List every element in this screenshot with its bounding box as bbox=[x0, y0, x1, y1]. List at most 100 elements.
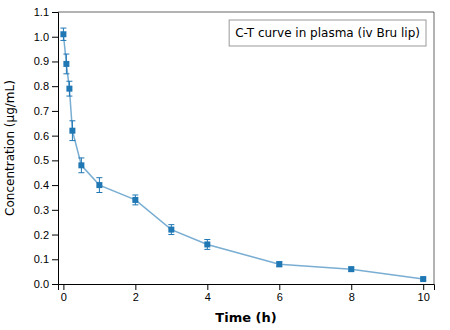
point-marker bbox=[63, 61, 69, 67]
y-tick-mark bbox=[52, 185, 58, 186]
chart: 0 2 4 6 8 10 0.0 0.1 0.2 0.3 0.4 0.5 0.6 0.7 0.8 0.9 1.0… bbox=[0, 0, 450, 330]
point-marker bbox=[204, 241, 210, 247]
y-tick-mark bbox=[52, 210, 58, 211]
x-tick: 4 bbox=[205, 284, 211, 303]
y-tick-label: 0.9 bbox=[34, 55, 49, 67]
y-tick-mark bbox=[52, 12, 58, 13]
x-tick: 10 bbox=[418, 284, 430, 303]
error-bar-cap bbox=[132, 204, 138, 205]
y-tick: 0.9 bbox=[34, 55, 58, 67]
error-bar-cap bbox=[204, 249, 210, 250]
y-tick-mark bbox=[52, 259, 58, 260]
point-marker bbox=[420, 276, 426, 282]
legend: C-T curve in plasma (iv Bru lip) bbox=[229, 20, 426, 46]
y-tick: 0.4 bbox=[34, 179, 58, 191]
x-axis: 0 2 4 6 8 10 bbox=[59, 284, 435, 303]
data bbox=[60, 28, 426, 282]
y-tick-mark bbox=[52, 37, 58, 38]
y-tick-label: 1.0 bbox=[34, 31, 49, 43]
frame-top bbox=[58, 12, 434, 13]
point-marker bbox=[132, 197, 138, 203]
y-tick-mark bbox=[52, 136, 58, 137]
y-tick-mark bbox=[52, 235, 58, 236]
error-bar-cap bbox=[66, 81, 72, 82]
x-tick-label: 2 bbox=[133, 291, 139, 303]
x-tick-label: 4 bbox=[205, 291, 211, 303]
error-bar bbox=[168, 225, 174, 235]
point-marker bbox=[78, 162, 84, 168]
y-axis-title: Concentration (μg/mL) bbox=[3, 80, 17, 216]
x-tick-mark bbox=[279, 284, 280, 290]
series-line bbox=[63, 34, 423, 279]
x-tick-mark bbox=[423, 284, 424, 290]
error-bar bbox=[63, 54, 69, 74]
y-tick-mark bbox=[52, 111, 58, 112]
y-tick-label: 0.7 bbox=[34, 105, 49, 117]
error-bar bbox=[78, 158, 84, 173]
y-tick: 0.2 bbox=[34, 229, 58, 241]
y-tick: 0.1 bbox=[34, 253, 58, 265]
x-tick-label: 6 bbox=[277, 291, 283, 303]
x-tick-mark bbox=[351, 284, 352, 290]
y-tick: 0.3 bbox=[34, 204, 58, 216]
error-bar bbox=[132, 195, 138, 205]
y-tick-label: 0.5 bbox=[34, 154, 49, 166]
error-bar-cap bbox=[78, 172, 84, 173]
y-tick-label: 0.2 bbox=[34, 229, 49, 241]
y-tick: 0.8 bbox=[34, 80, 58, 92]
x-tick: 6 bbox=[277, 284, 283, 303]
error-bar bbox=[60, 28, 66, 40]
error-bar-cap bbox=[168, 224, 174, 225]
legend-entry: C-T curve in plasma (iv Bru lip) bbox=[235, 26, 420, 40]
point-marker bbox=[60, 31, 66, 37]
error-bar bbox=[96, 178, 102, 193]
y-tick-label: 0.4 bbox=[34, 179, 49, 191]
error-bar-cap bbox=[78, 157, 84, 158]
y-tick-label: 0.0 bbox=[34, 278, 49, 290]
y-tick: 0.0 bbox=[34, 278, 58, 290]
y-tick: 1.1 bbox=[34, 6, 58, 18]
x-axis-title: Time (h) bbox=[215, 310, 276, 325]
y-axis-line bbox=[52, 13, 59, 285]
x-tick-label: 10 bbox=[418, 291, 430, 303]
error-bar-cap bbox=[69, 140, 75, 141]
error-bar bbox=[204, 239, 210, 249]
x-tick: 0 bbox=[61, 284, 67, 303]
point-marker bbox=[96, 182, 102, 188]
y-tick-label: 0.8 bbox=[34, 80, 49, 92]
point-marker bbox=[276, 261, 282, 267]
y-tick-mark bbox=[52, 61, 58, 62]
error-bar-cap bbox=[69, 120, 75, 121]
error-bar-cap bbox=[63, 73, 69, 74]
y-tick-mark bbox=[52, 160, 58, 161]
error-bar-cap bbox=[96, 177, 102, 178]
error-bar-cap bbox=[66, 96, 72, 97]
y-tick: 1.0 bbox=[34, 31, 58, 43]
frame-right bbox=[434, 12, 435, 284]
y-tick-label: 0.3 bbox=[34, 204, 49, 216]
y-tick-label: 0.1 bbox=[34, 253, 49, 265]
y-tick-mark bbox=[52, 86, 58, 87]
error-bar-cap bbox=[132, 194, 138, 195]
error-bar-cap bbox=[60, 28, 66, 29]
point-marker bbox=[168, 227, 174, 233]
x-tick-label: 8 bbox=[349, 291, 355, 303]
legend-box bbox=[229, 20, 426, 46]
y-axis: 0.0 0.1 0.2 0.3 0.4 0.5 0.6 0.7 0.8 0.9 1.0 1.1 bbox=[34, 6, 59, 290]
error-bar bbox=[276, 262, 282, 267]
error-bar bbox=[69, 121, 75, 141]
x-tick: 2 bbox=[133, 284, 139, 303]
plot: 0 2 4 6 8 10 0.0 0.1 0.2 0.3 0.4 0.5 0.6 0.7 0.8 0.9 1.0… bbox=[34, 6, 435, 303]
error-bar-cap bbox=[60, 40, 66, 41]
x-axis-line bbox=[59, 285, 435, 291]
y-tick-mark bbox=[52, 284, 58, 285]
x-tick-mark bbox=[63, 284, 64, 290]
x-tick-label: 0 bbox=[61, 291, 67, 303]
y-tick: 0.6 bbox=[34, 130, 58, 142]
error-bar-cap bbox=[96, 192, 102, 193]
point-marker bbox=[69, 128, 75, 134]
y-tick: 0.7 bbox=[34, 105, 58, 117]
error-bar-cap bbox=[63, 54, 69, 55]
error-bar bbox=[66, 81, 72, 96]
error-bar-cap bbox=[204, 239, 210, 240]
